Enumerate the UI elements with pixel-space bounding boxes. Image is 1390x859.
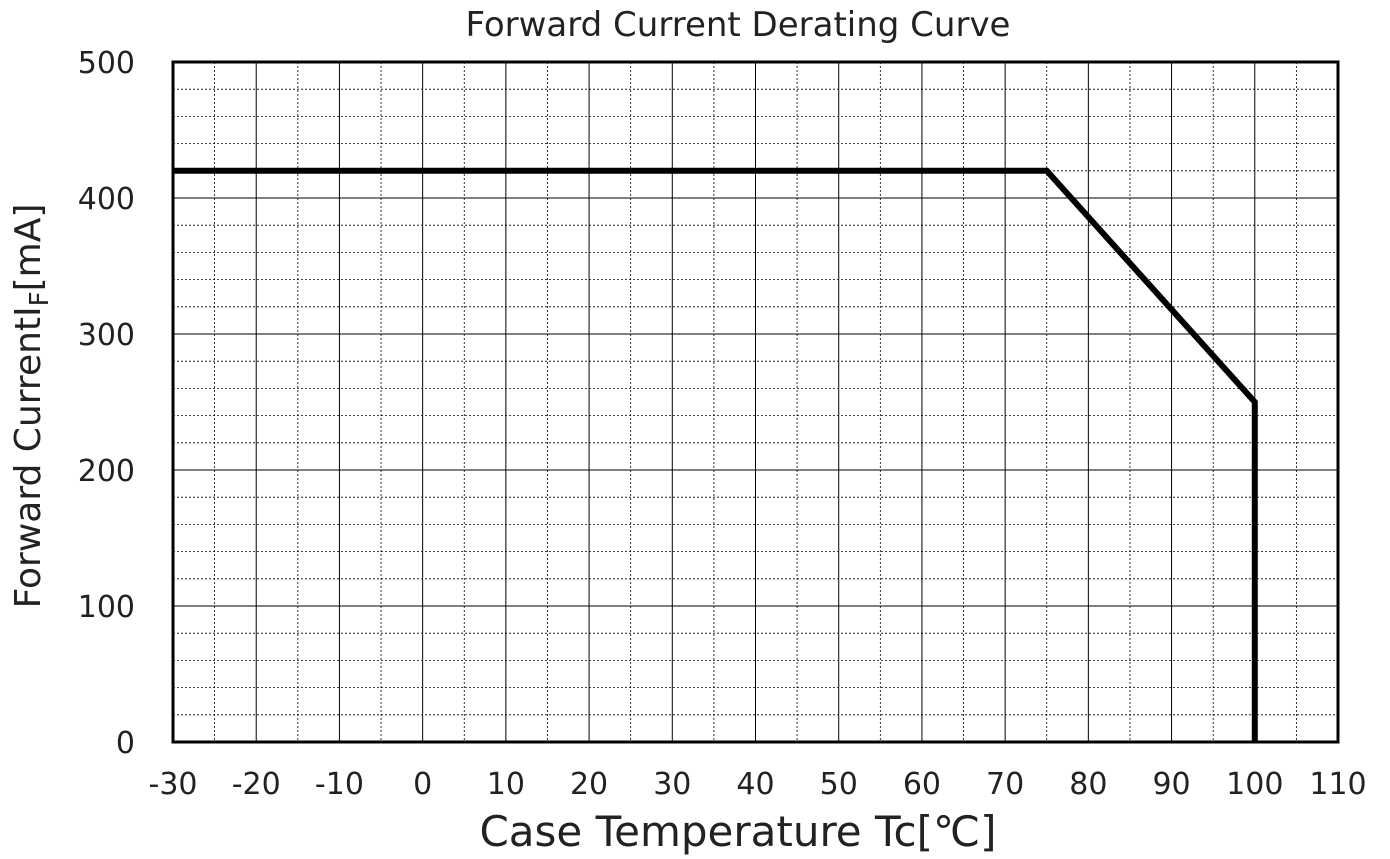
x-tick-label: 20: [570, 767, 608, 802]
series-line-0: [173, 167, 1258, 742]
x-axis-label: Case Temperature Tc[℃]: [479, 807, 996, 856]
y-axis-label-subscript: F: [25, 291, 55, 306]
x-tick-label: 50: [820, 767, 858, 802]
y-tick-label: 100: [78, 590, 135, 625]
series-layer: [173, 167, 1258, 742]
y-tick-label: 200: [78, 454, 135, 489]
y-tick-label: 300: [78, 318, 135, 353]
x-tick-label: 40: [736, 767, 774, 802]
x-tick-label: 30: [653, 767, 691, 802]
x-tick-label: 90: [1152, 767, 1190, 802]
x-tick-label: 110: [1309, 767, 1366, 802]
plot-frame: [171, 60, 1340, 744]
y-tick-label: 400: [78, 182, 135, 217]
y-tick-labels: 0 100 200 300 400 500: [78, 46, 135, 761]
x-tick-label: 70: [986, 767, 1024, 802]
y-axis-label: Forward CurrentIF[mA]: [8, 204, 55, 609]
y-axis-label-main: Forward CurrentI: [8, 306, 49, 608]
x-tick-label: -30: [149, 767, 198, 802]
x-tick-label: -20: [232, 767, 281, 802]
x-tick-label: 80: [1069, 767, 1107, 802]
y-axis-label-unit: [mA]: [8, 204, 49, 292]
x-tick-label: -10: [315, 767, 364, 802]
x-tick-label: 0: [413, 767, 432, 802]
grid: [173, 62, 1338, 742]
y-tick-label: 0: [116, 726, 135, 761]
x-tick-label: 100: [1226, 767, 1283, 802]
x-tick-labels: -30 -20 -10 0 10 20 30 40 50 60 70 80 90 100 110: [149, 767, 1367, 802]
chart-title: Forward Current Derating Curve: [466, 5, 1011, 45]
x-tick-label: 10: [487, 767, 525, 802]
x-tick-label: 60: [903, 767, 941, 802]
y-tick-label: 500: [78, 46, 135, 81]
